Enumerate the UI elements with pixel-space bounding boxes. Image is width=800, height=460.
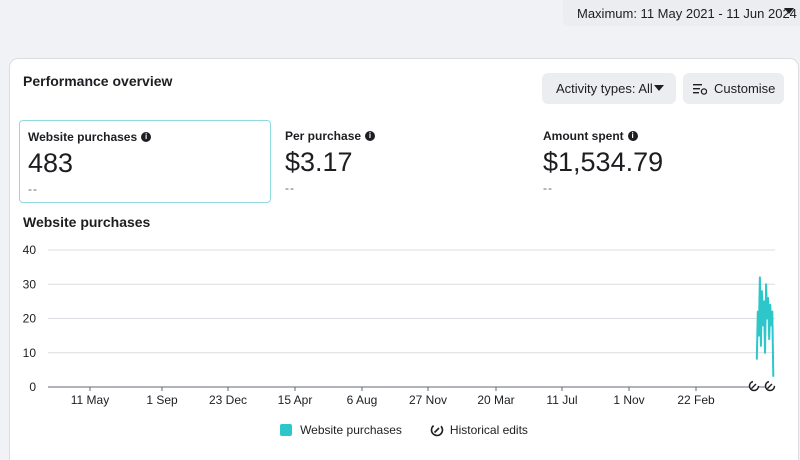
y-tick-label: 20 [23, 312, 37, 326]
y-tick-label: 40 [23, 243, 37, 257]
series-line-website-purchases [755, 276, 775, 377]
chevron-down-icon [784, 8, 794, 14]
x-tick-label: 6 Aug [347, 393, 378, 407]
customise-button[interactable]: Customise [683, 73, 784, 104]
y-tick-label: 0 [29, 380, 36, 394]
metric-comparison: -- [28, 182, 38, 196]
metric-website-purchases[interactable]: Website purchases i 483 -- [19, 120, 271, 203]
metric-label-text: Per purchase [285, 129, 362, 143]
x-tick-label: 11 Jul [546, 393, 577, 407]
metric-label: Website purchases i [28, 130, 262, 144]
activity-types-button[interactable]: Activity types: All [542, 73, 676, 104]
x-tick-label: 23 Dec [209, 393, 247, 407]
x-tick-label: 1 Nov [613, 393, 644, 407]
historical-edit-marker[interactable] [748, 380, 760, 392]
legend-label: Website purchases [300, 423, 402, 437]
website-purchases-chart[interactable]: 0 10 20 30 40 11 May 1 Sep 23 Dec 15 Apr 6 Aug 27 … [10, 234, 798, 414]
customise-label: Customise [714, 81, 776, 96]
date-range-selector[interactable]: Maximum: 11 May 2021 - 11 Jun 2024 [563, 0, 800, 26]
customise-icon [693, 83, 707, 95]
metric-comparison: -- [543, 181, 553, 195]
performance-overview-card: Performance overview Activity types: All… [10, 59, 798, 460]
metric-label-text: Amount spent [543, 129, 624, 143]
metric-label: Per purchase i [285, 129, 519, 143]
chart-legend: Website purchases Historical edits [10, 423, 798, 437]
activity-types-label: Activity types: All [556, 81, 653, 96]
info-icon[interactable]: i [365, 131, 376, 141]
metric-value: 483 [28, 148, 74, 178]
metric-value: $1,534.79 [543, 147, 664, 177]
historical-edit-marker[interactable] [764, 380, 776, 392]
legend-item-website-purchases[interactable]: Website purchases [280, 423, 402, 437]
x-tick-label: 27 Nov [409, 393, 447, 407]
x-tick-label: 22 Feb [677, 393, 715, 407]
legend-swatch [280, 424, 293, 436]
metric-label-text: Website purchases [28, 130, 138, 144]
x-tick-label: 15 Apr [278, 393, 313, 407]
chevron-down-icon [654, 85, 664, 91]
y-tick-label: 10 [23, 346, 37, 360]
card-title: Performance overview [23, 73, 173, 89]
x-tick-label: 11 May [71, 393, 109, 407]
info-icon[interactable]: i [627, 131, 638, 141]
metric-value: $3.17 [285, 147, 353, 177]
info-icon[interactable]: i [141, 132, 152, 142]
x-tick-label: 1 Sep [146, 393, 178, 407]
metric-per-purchase[interactable]: Per purchase i $3.17 -- [277, 120, 527, 203]
legend-item-historical-edits[interactable]: Historical edits [430, 423, 528, 437]
metric-comparison: -- [285, 181, 295, 195]
y-tick-label: 30 [23, 277, 37, 291]
metric-amount-spent[interactable]: Amount spent i $1,534.79 -- [535, 120, 785, 203]
historical-edits-icon [430, 423, 444, 437]
chart-title: Website purchases [23, 214, 151, 230]
date-range-label: Maximum: 11 May 2021 - 11 Jun 2024 [577, 5, 797, 21]
metric-label: Amount spent i [543, 129, 777, 143]
x-tick-label: 20 Mar [477, 393, 514, 407]
legend-label: Historical edits [449, 423, 528, 437]
